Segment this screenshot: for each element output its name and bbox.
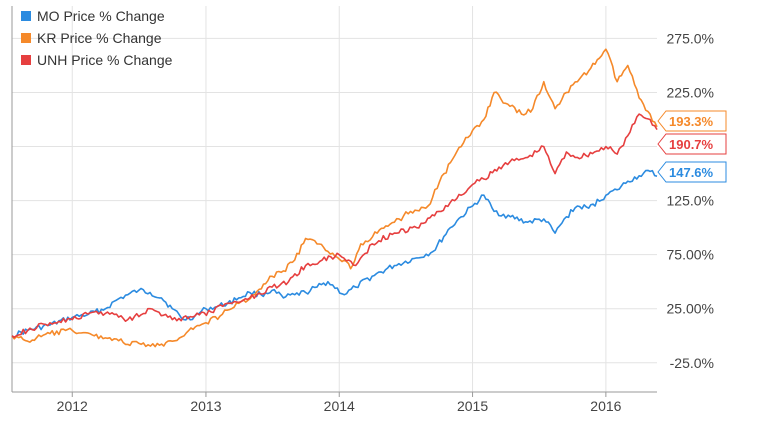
legend-item-2: UNH Price % Change (21, 52, 173, 68)
legend-swatch (21, 55, 31, 65)
x-tick-label: 2015 (457, 398, 488, 414)
series-line-2 (11, 113, 658, 339)
x-axis-ticks: 2012 2013 2014 2015 2016 (57, 392, 622, 414)
end-label-0: 147.6% (657, 161, 727, 183)
y-tick-label: -25.0% (670, 355, 714, 371)
legend-item-1: KR Price % Change (21, 30, 162, 46)
end-label-value: 147.6% (669, 165, 714, 180)
end-labels: 147.6% 193.3% 190.7% (657, 110, 727, 183)
legend-item-0: MO Price % Change (21, 8, 165, 24)
end-label-value: 190.7% (669, 137, 714, 152)
y-tick-label: 125.0% (667, 193, 714, 209)
grid (12, 6, 657, 392)
legend-swatch (21, 11, 31, 21)
x-tick-label: 2013 (190, 398, 221, 414)
plot-frame (11, 6, 657, 393)
y-tick-label: 75.00% (667, 247, 714, 263)
series-line-0 (11, 169, 658, 338)
series-line-1 (11, 48, 658, 348)
legend-label: UNH Price % Change (37, 52, 173, 68)
legend-label: KR Price % Change (37, 30, 162, 46)
end-label-box (657, 110, 727, 132)
end-label-box (657, 133, 727, 155)
y-tick-label: 225.0% (667, 84, 714, 100)
legend-label: MO Price % Change (37, 8, 165, 24)
x-tick-label: 2014 (324, 398, 355, 414)
end-label-box (657, 161, 727, 183)
end-label-2: 190.7% (657, 133, 727, 155)
end-label-value: 193.3% (669, 114, 714, 129)
x-tick-label: 2012 (57, 398, 88, 414)
end-label-1: 193.3% (657, 110, 727, 132)
y-axis-ticks: 275.0% 225.0% 125.0% 75.00% 25.00% -25.0% (667, 30, 714, 370)
y-tick-label: 275.0% (667, 30, 714, 46)
series-lines (11, 48, 658, 348)
y-tick-label: 25.00% (667, 301, 714, 317)
x-tick-label: 2016 (590, 398, 621, 414)
legend-swatch (21, 33, 31, 43)
legend: MO Price % Change KR Price % Change UNH Pr… (21, 8, 173, 68)
